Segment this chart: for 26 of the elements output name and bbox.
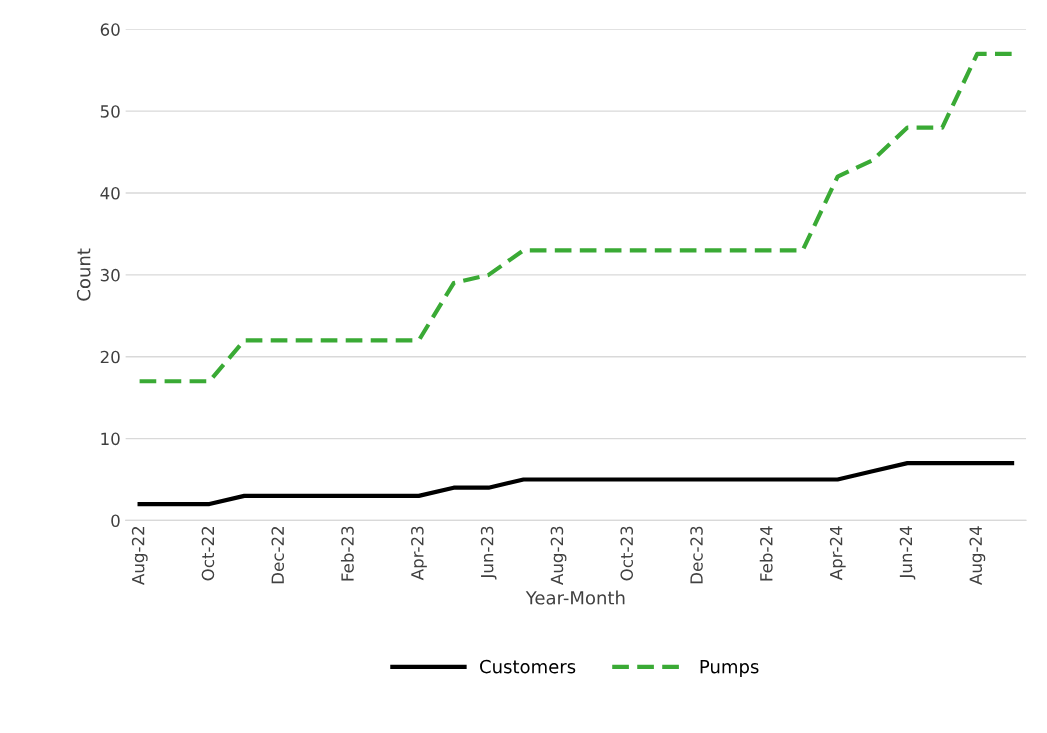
y-tick-label: 30 [100, 268, 120, 282]
x-tick-label: Jun-23 [480, 526, 497, 580]
y-tick-label: 60 [100, 23, 120, 36]
x-tick-label: Oct-23 [620, 526, 634, 581]
x-tick-label: Feb-24 [759, 526, 773, 581]
x-tick-label: Aug-22 [131, 526, 148, 585]
legend-label: Pumps [700, 660, 759, 677]
y-tick-label: 50 [100, 105, 120, 118]
x-tick-label: Apr-23 [411, 526, 427, 581]
x-tick-label: Apr-24 [829, 526, 846, 581]
x-tick-label: Jun-24 [899, 526, 916, 580]
y-tick-label: 40 [100, 186, 120, 200]
y-tick-label: 0 [111, 514, 120, 527]
x-tick-label: Aug-23 [550, 526, 567, 585]
x-tick-label: Dec-22 [271, 526, 285, 584]
line-series [137, 461, 1015, 507]
x-axis-title: Year-Month [525, 590, 625, 605]
x-tick-label: Oct-22 [201, 526, 215, 581]
y-axis-title: Count [76, 248, 91, 301]
y-tick-label: 10 [101, 432, 120, 446]
x-tick-label: Feb-23 [340, 526, 354, 581]
line-series [137, 51, 1015, 384]
x-tick-label: Aug-24 [969, 526, 986, 585]
legend-label: Customers [480, 659, 576, 674]
y-tick-label: 20 [100, 350, 120, 364]
x-tick-label: Dec-23 [690, 526, 703, 584]
